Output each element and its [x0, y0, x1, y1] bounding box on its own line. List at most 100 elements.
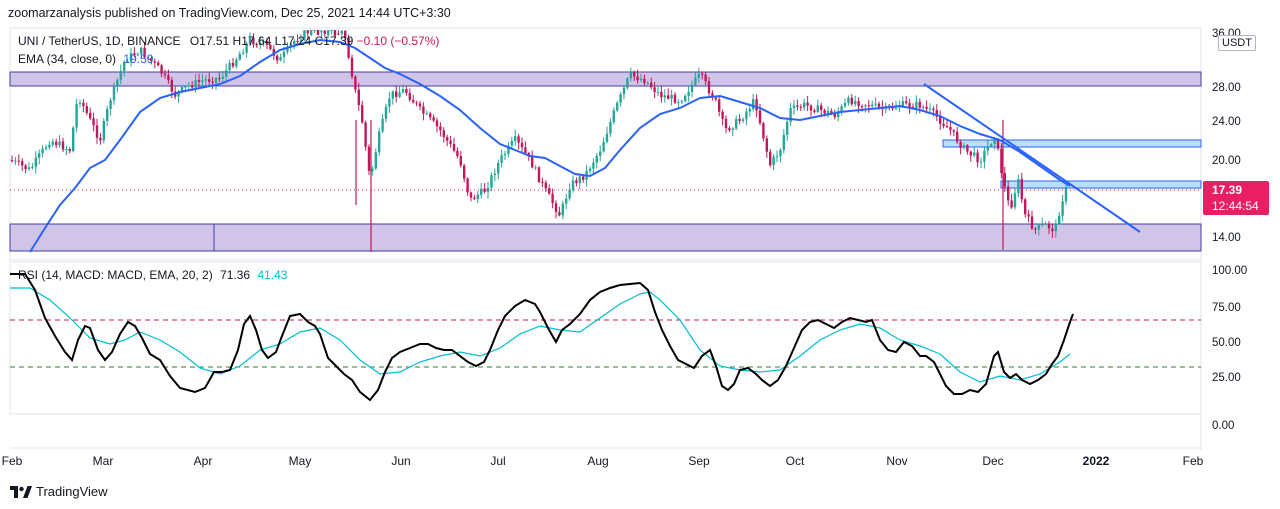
candle-body — [449, 140, 452, 144]
candle-body — [310, 30, 313, 36]
rsi-signal-value: 41.43 — [257, 268, 288, 282]
rsi-signal-line[interactable] — [10, 287, 1071, 383]
candle-body — [701, 73, 704, 75]
candle-body — [497, 162, 500, 174]
candle-body — [527, 153, 530, 156]
candle-body — [592, 162, 595, 169]
candle-body — [323, 30, 326, 34]
candle-body — [452, 143, 456, 151]
ema-34-line[interactable] — [29, 38, 1071, 253]
time-label: Feb — [1182, 454, 1204, 468]
candle-body — [92, 118, 95, 126]
candle-body — [106, 108, 109, 121]
price-tick: 14.00 — [1212, 232, 1241, 244]
candle-body — [82, 102, 85, 107]
candle-body — [507, 145, 510, 155]
candle-body — [85, 106, 88, 113]
candle-body — [697, 73, 700, 78]
candle-body — [490, 175, 493, 188]
ema-value: 19.59 — [123, 52, 154, 66]
candle-body — [242, 52, 245, 54]
candle-body — [350, 57, 354, 77]
candle-body — [126, 61, 129, 63]
candle-body — [333, 30, 337, 37]
candle-body — [1000, 148, 1003, 174]
candle-body — [167, 75, 170, 81]
candle-body — [864, 105, 867, 107]
candle-body — [588, 168, 592, 171]
currency-badge[interactable]: USDT — [1218, 35, 1256, 51]
candle-body — [724, 118, 728, 129]
candle-body — [735, 119, 738, 129]
candle-body — [279, 56, 282, 61]
candle-body — [609, 122, 612, 134]
candle-body — [646, 82, 649, 84]
ema-label: EMA (34, close, 0) — [18, 52, 117, 66]
rsi-label: RSI (14, MACD: MACD, EMA, 20, 2) — [18, 268, 213, 282]
candle-body — [313, 30, 316, 31]
candle-body — [983, 150, 986, 162]
candle-body — [214, 78, 218, 83]
candle-body — [942, 123, 945, 127]
candle-body — [320, 30, 323, 33]
resistance-zone-1[interactable] — [942, 139, 1202, 148]
candle-body — [503, 154, 507, 156]
time-label: Aug — [587, 454, 609, 468]
candle-body — [541, 181, 544, 183]
candle-body — [575, 180, 578, 184]
resistance-zone-2[interactable] — [1000, 180, 1202, 189]
candle-body — [932, 108, 935, 111]
candle-body — [344, 31, 347, 39]
candle-body — [286, 46, 289, 52]
candle-body — [248, 37, 252, 44]
candle-body — [979, 161, 983, 163]
candle-body — [303, 30, 306, 40]
tradingview-footer[interactable]: TradingView — [10, 484, 108, 499]
candle-body — [748, 109, 751, 112]
candle-body — [510, 140, 513, 146]
candle-body — [962, 145, 966, 148]
candle-body — [296, 41, 299, 43]
candle-body — [544, 182, 547, 189]
lower-support-zone[interactable] — [9, 223, 1202, 252]
candle-body — [745, 111, 748, 120]
time-label: Dec — [982, 454, 1004, 468]
time-label: Mar — [92, 454, 114, 468]
descending-trendline[interactable] — [923, 83, 1141, 233]
candle-body — [282, 51, 286, 57]
rsi-legend[interactable]: RSI (14, MACD: MACD, EMA, 20, 2) 71.36 4… — [18, 268, 287, 282]
candle-body — [755, 99, 758, 111]
time-label: Sep — [688, 454, 710, 468]
candle-body — [483, 188, 486, 192]
candle-body — [667, 95, 670, 99]
candle-body — [361, 105, 364, 123]
candle-body — [707, 81, 711, 94]
candle-body — [432, 117, 435, 121]
price-tick: 28.00 — [1212, 82, 1241, 94]
current-price-tag: 17.39 12:44:54 — [1203, 181, 1269, 215]
candle-body — [803, 102, 806, 108]
candle-body — [1010, 200, 1013, 208]
candle-body — [741, 119, 745, 121]
time-label: Feb — [1, 454, 23, 468]
candle-body — [269, 45, 272, 50]
candle-body — [531, 155, 534, 168]
candle-body — [459, 156, 462, 166]
candle-body — [374, 152, 377, 169]
upper-range-zone[interactable] — [9, 71, 1202, 87]
rsi-main-line[interactable] — [10, 273, 1074, 402]
ema-legend[interactable]: EMA (34, close, 0) 19.59 — [18, 52, 153, 66]
candle-body — [721, 111, 724, 119]
candle-body — [684, 95, 687, 102]
candle-body — [677, 101, 680, 103]
symbol-legend[interactable]: UNI / TetherUS, 1D, BINANCE O17.51 H17.6… — [18, 34, 439, 48]
candle-body — [758, 110, 762, 124]
candle-body — [72, 127, 75, 152]
candle-body — [408, 92, 411, 100]
candle-body — [949, 127, 952, 131]
candle-body — [772, 156, 775, 166]
candle-body — [31, 166, 34, 168]
candle-body — [537, 167, 541, 182]
price-tick: 24.00 — [1212, 116, 1241, 128]
